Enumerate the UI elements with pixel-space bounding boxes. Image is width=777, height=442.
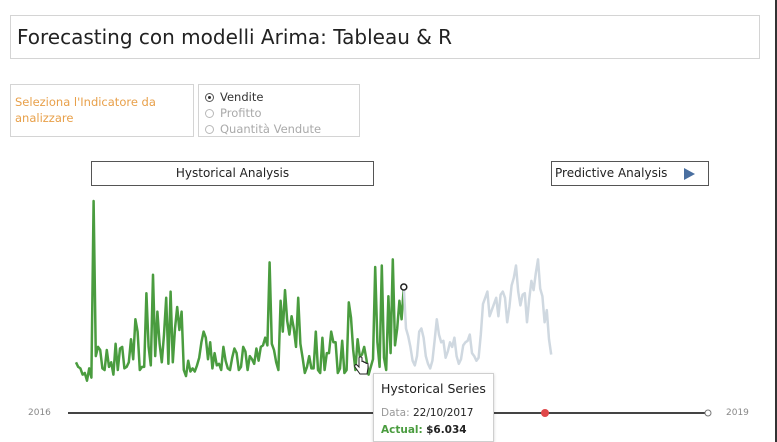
play-arrow-icon (684, 168, 695, 180)
radio-option-quantita[interactable]: Quantità Vendute (205, 121, 321, 137)
timeline-end-handle[interactable] (704, 409, 712, 417)
radio-icon[interactable] (205, 108, 214, 118)
page-title: Forecasting con modelli Arima: Tableau &… (17, 25, 453, 49)
timeline-end-year: 2019 (726, 408, 749, 418)
indicator-prompt-box: Seleziona l'Indicatore da analizzare (10, 84, 194, 137)
indicator-prompt: Seleziona l'Indicatore da analizzare (15, 95, 156, 125)
tooltip-actual-row: Actual: $6.034 (381, 424, 467, 436)
historical-analysis-button[interactable]: Hystorical Analysis (91, 161, 374, 186)
radio-label: Quantità Vendute (220, 122, 322, 136)
predictive-analysis-label: Predictive Analysis (555, 166, 668, 180)
tooltip-date-label: Data: (381, 407, 410, 419)
timeline-start-year: 2016 (28, 408, 51, 418)
tooltip-actual-value: $6.034 (426, 424, 467, 436)
forecast-series-line[interactable] (402, 258, 553, 370)
last-actual-point[interactable] (400, 283, 408, 291)
window-edge (775, 0, 777, 442)
radio-selected-icon[interactable] (205, 92, 214, 102)
radio-option-profitto[interactable]: Profitto (205, 105, 262, 121)
historical-series-line[interactable] (74, 199, 406, 382)
radio-label: Profitto (220, 106, 262, 120)
radio-icon[interactable] (205, 124, 214, 134)
tooltip-actual-label: Actual: (381, 424, 423, 436)
radio-label: Vendite (220, 90, 264, 104)
timeline-current-marker[interactable] (541, 409, 549, 417)
tooltip-date-row: Data: 22/10/2017 (381, 407, 473, 419)
radio-option-vendite[interactable]: Vendite (205, 89, 263, 105)
data-tooltip: Hystorical Series Data: 22/10/2017 Actua… (373, 373, 494, 442)
title-box: Forecasting con modelli Arima: Tableau &… (10, 15, 760, 59)
predictive-analysis-button[interactable]: Predictive Analysis (551, 161, 709, 186)
indicator-selector: Vendite Profitto Quantità Vendute (198, 84, 360, 137)
tooltip-date-value: 22/10/2017 (412, 407, 474, 419)
cursor-hand-icon (354, 356, 369, 375)
tooltip-title: Hystorical Series (381, 381, 486, 396)
